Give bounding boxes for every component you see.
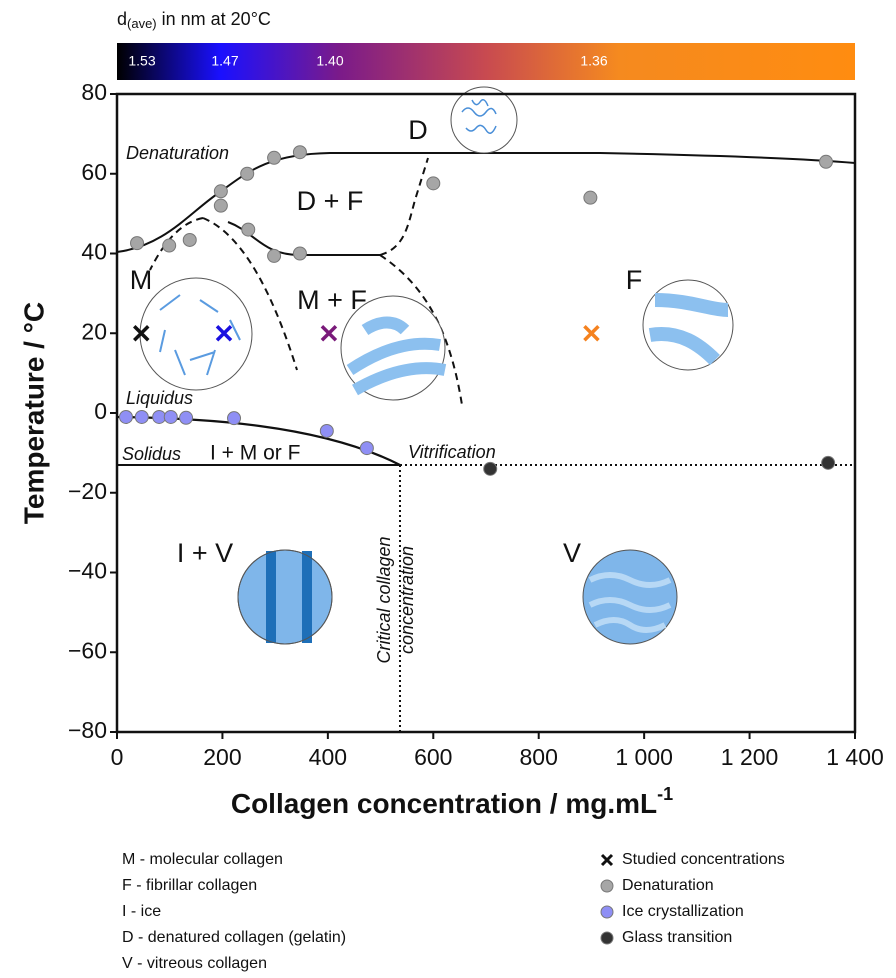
colorbar-title-rest: in nm at 20°C: [157, 9, 271, 29]
y-tick-label: 60: [81, 159, 107, 185]
x-tick-label: 600: [414, 744, 452, 770]
region-label: M + F: [297, 285, 367, 315]
colorbar-title-main: d: [117, 9, 127, 29]
x-tick-label: 1 200: [721, 744, 779, 770]
region-label: V: [563, 538, 581, 568]
point: [426, 176, 441, 191]
point: [241, 222, 256, 237]
region-label: D + F: [297, 186, 364, 216]
y-tick-label: −40: [68, 558, 107, 584]
legend-label: Glass transition: [622, 929, 732, 946]
point: [267, 248, 282, 263]
point: [134, 409, 149, 424]
legend-label: Ice crystallization: [622, 903, 744, 920]
colorbar: [117, 43, 855, 80]
colorbar-tick-label: 1.40: [316, 53, 343, 69]
annotation: concentration: [397, 546, 417, 654]
studied-marker: [133, 325, 150, 342]
point: [267, 150, 282, 165]
x-tick-label: 800: [520, 744, 558, 770]
point: [821, 455, 836, 470]
region-label: I + M or F: [210, 442, 300, 465]
point: [819, 154, 834, 169]
abbreviation: D - denatured collagen (gelatin): [122, 929, 346, 946]
point: [292, 246, 307, 261]
abbreviation: M - molecular collagen: [122, 851, 283, 868]
legend-label: Denaturation: [622, 877, 714, 894]
abbreviation: I - ice: [122, 903, 161, 920]
legend-marker: [600, 905, 614, 919]
x-axis-label: Collagen concentration / mg.mL-1: [231, 784, 673, 820]
y-axis-label: Temperature / °C: [18, 302, 49, 524]
point: [163, 409, 178, 424]
y-tick-label: 20: [81, 318, 107, 344]
studied-marker: [583, 325, 600, 342]
point: [152, 409, 167, 424]
y-tick-label: −80: [68, 717, 107, 743]
point: [359, 441, 374, 456]
point: [483, 461, 498, 476]
annotation: Denaturation: [126, 143, 229, 163]
x-tick-label: 1 400: [826, 744, 884, 770]
x-axis-label-main: Collagen concentration / mg.mL: [231, 788, 657, 819]
point: [182, 232, 197, 247]
annotation: Critical collagen: [374, 536, 394, 663]
point: [179, 410, 194, 425]
x-tick-label: 1 000: [615, 744, 673, 770]
colorbar-title: d(ave) in nm at 20°C: [117, 9, 271, 32]
legend-marker: [600, 879, 614, 893]
point: [213, 184, 228, 199]
y-tick-label: 0: [94, 398, 107, 424]
x-tick-label: 400: [309, 744, 347, 770]
point: [118, 409, 133, 424]
colorbar-tick-label: 1.47: [211, 53, 238, 69]
studied-marker: [320, 325, 338, 342]
colorbar-title-sub: (ave): [127, 16, 157, 31]
point: [240, 166, 255, 181]
phase-boundaries: [116, 152, 856, 732]
colorbar-tick-label: 1.53: [128, 53, 155, 69]
point: [130, 236, 145, 251]
x-tick-label: 200: [203, 744, 241, 770]
y-tick-label: −60: [68, 637, 107, 663]
point: [213, 198, 228, 213]
annotation: Liquidus: [126, 388, 193, 408]
annotation: Solidus: [122, 444, 181, 464]
colorbar-tick-label: 1.36: [580, 53, 607, 69]
point: [162, 238, 177, 253]
illustrations: [139, 86, 734, 645]
region-label: F: [626, 265, 643, 295]
point: [227, 411, 242, 426]
studied-marker: [215, 325, 233, 342]
plot-frame: [115, 92, 857, 734]
x-tick-label: 0: [111, 744, 124, 770]
y-tick-label: 40: [81, 239, 107, 265]
legend-marker: [600, 853, 614, 867]
legend-label: Studied concentrations: [622, 851, 785, 868]
region-label: M: [130, 265, 153, 295]
y-tick-label: 80: [81, 79, 107, 105]
legend-marker: [600, 931, 614, 945]
region-label: D: [408, 115, 428, 145]
point: [319, 423, 334, 438]
point: [583, 190, 598, 205]
region-label: I + V: [177, 538, 233, 568]
y-tick-label: −20: [68, 478, 107, 504]
annotation: Vitrification: [408, 442, 496, 462]
point: [292, 145, 307, 160]
abbreviation: V - vitreous collagen: [122, 955, 267, 972]
x-axis-label-sup: -1: [657, 784, 673, 804]
abbreviation: F - fibrillar collagen: [122, 877, 257, 894]
